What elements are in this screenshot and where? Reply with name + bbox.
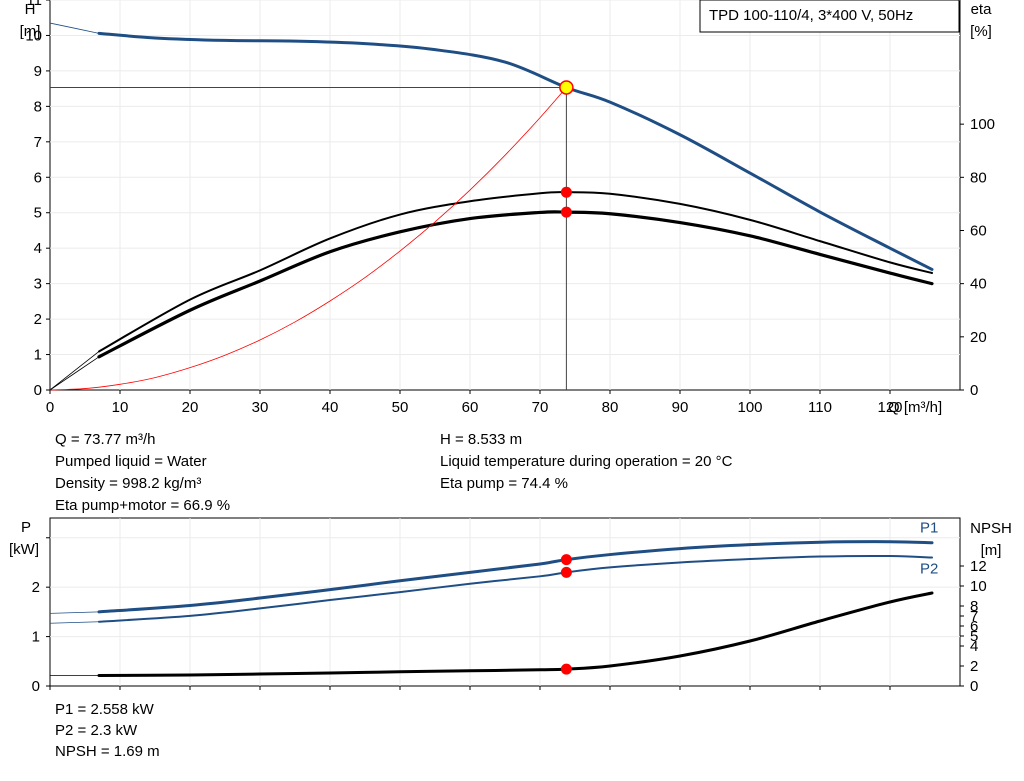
top-y-right-tick-label: 40 — [970, 276, 987, 293]
top-y-left-tick-label: 5 — [34, 205, 42, 222]
top-y-left-tick-label: 2 — [34, 311, 42, 328]
bottom-grid — [50, 518, 960, 686]
top-y-left-tick-label: 7 — [34, 134, 42, 151]
p2-curve-label: P2 — [920, 561, 938, 578]
top-x-tick-label: 40 — [322, 399, 339, 416]
p1-curve-extension — [49, 611, 100, 614]
top-y-right-tick-label: 80 — [970, 169, 987, 186]
title-box-text: TPD 100-110/4, 3*400 V, 50Hz — [709, 7, 913, 24]
bottom-y-right-tick-label: 10 — [970, 578, 987, 595]
top-x-tick-label: 20 — [182, 399, 199, 416]
top-y-left-tick-label: 4 — [34, 240, 42, 257]
info-bottom-left: P1 = 2.558 kW P2 = 2.3 kW NPSH = 1.69 m — [55, 699, 160, 762]
p1-curve-duty-marker — [560, 554, 572, 566]
eta-pump-curve-duty-marker — [560, 186, 572, 198]
info-npsh: NPSH = 1.69 m — [55, 743, 160, 760]
npsh-curve-duty-marker — [560, 663, 572, 675]
top-x-tick-label: 70 — [532, 399, 549, 416]
top-y-right-tick-label: 100 — [970, 116, 995, 133]
bottom-y-left-tick-label: 1 — [32, 629, 40, 646]
bottom-y-right-tick-label: 12 — [970, 558, 987, 575]
head-curve-extension — [49, 22, 100, 34]
info-eta-pump: Eta pump = 74.4 % — [440, 475, 568, 492]
top-y-right-label-2: [%] — [970, 23, 992, 40]
bottom-y-right-tick-label: 4 — [970, 638, 978, 655]
top-y-right-tick-label: 0 — [970, 382, 978, 399]
top-y-left-tick-label: 6 — [34, 169, 42, 186]
top-x-tick-label: 50 — [392, 399, 409, 416]
bottom-y-right-tick-label: 6 — [970, 618, 978, 635]
p1-curve — [97, 540, 934, 614]
head-curve — [97, 31, 934, 271]
p1-curve-label: P1 — [920, 520, 938, 537]
top-y-left-tick-label: 11 — [26, 0, 42, 9]
info-density: Density = 998.2 kg/m³ — [55, 475, 202, 492]
info-p2: P2 = 2.3 kW — [55, 722, 138, 739]
top-x-tick-label: 110 — [808, 399, 832, 416]
bottom-y-left-label-1: P — [21, 519, 31, 536]
top-x-tick-label: 0 — [46, 399, 54, 416]
system-curve — [49, 87, 567, 391]
top-x-tick-label: 100 — [737, 399, 762, 416]
top-y-left-label-1: H — [25, 1, 36, 18]
eta-pump-motor-curve-duty-marker — [560, 206, 572, 218]
top-y-left-tick-label: 3 — [34, 276, 42, 293]
bottom-y-right-tick-label: 0 — [970, 678, 978, 695]
p2-curve — [98, 554, 933, 623]
eta-pump-motor-curve — [97, 210, 934, 359]
top-y-left-tick-label: 8 — [34, 98, 42, 115]
top-x-tick-label: 120 — [877, 399, 902, 416]
top-y-left-tick-label: 10 — [25, 27, 42, 44]
bottom-y-right-label-1: NPSH — [970, 520, 1012, 537]
eta-pump-curve-extension — [49, 351, 100, 391]
p2-curve-duty-marker — [560, 566, 572, 578]
bottom-y-right-tick-label: 7 — [970, 608, 978, 625]
top-y-right-tick-label: 20 — [970, 329, 987, 346]
bottom-y-right-tick-label: 2 — [970, 658, 978, 675]
info-p1: P1 = 2.558 kW — [55, 701, 154, 718]
info-head: H = 8.533 m — [440, 431, 523, 448]
bottom-y-right-label-2: [m] — [981, 542, 1002, 559]
top-y-left-label-2: [m] — [20, 23, 41, 40]
info-liquid-temperature: Liquid temperature during operation = 20… — [440, 453, 733, 470]
eta-pump-curve — [98, 191, 933, 353]
info-top-right: H = 8.533 m Liquid temperature during op… — [440, 429, 732, 495]
top-y-left-tick-label: 1 — [34, 347, 42, 364]
bottom-y-right-tick-label: 5 — [970, 628, 978, 645]
top-x-tick-label: 90 — [672, 399, 689, 416]
top-y-right-label-1: eta — [971, 1, 993, 18]
info-eta-pump-motor: Eta pump+motor = 66.9 % — [55, 497, 231, 514]
info-flow: Q = 73.77 m³/h — [55, 431, 156, 448]
top-curves — [49, 22, 934, 391]
top-y-left-tick-label: 0 — [34, 382, 42, 399]
top-x-tick-label: 30 — [252, 399, 269, 416]
p2-curve-extension — [49, 621, 100, 624]
top-y-right-tick-label: 60 — [970, 222, 987, 239]
eta-pump-motor-curve-extension — [49, 356, 100, 391]
top-x-tick-label: 80 — [602, 399, 619, 416]
info-pumped-liquid: Pumped liquid = Water — [55, 453, 207, 470]
bottom-y-left-tick-label: 0 — [32, 678, 40, 695]
bottom-curves: P1 P2 — [49, 520, 938, 677]
top-x-tick-label: 60 — [462, 399, 479, 416]
top-plot-frame — [49, 0, 961, 391]
top-x-tick-label: 10 — [112, 399, 129, 416]
bottom-plot-frame — [49, 517, 961, 687]
title-box — [699, 0, 960, 33]
bottom-y-left-label-2: [kW] — [9, 541, 39, 558]
top-y-left-tick-label: 9 — [34, 63, 42, 80]
bottom-y-right-tick-label: 8 — [970, 598, 978, 615]
top-x-axis-label: Q [m³/h] — [888, 399, 942, 416]
info-top-left: Q = 73.77 m³/h Pumped liquid = Water Den… — [55, 429, 230, 517]
top-grid — [50, 0, 960, 390]
npsh-curve — [97, 591, 934, 677]
duty-point-marker — [559, 80, 574, 95]
bottom-y-left-tick-label: 2 — [32, 579, 40, 596]
